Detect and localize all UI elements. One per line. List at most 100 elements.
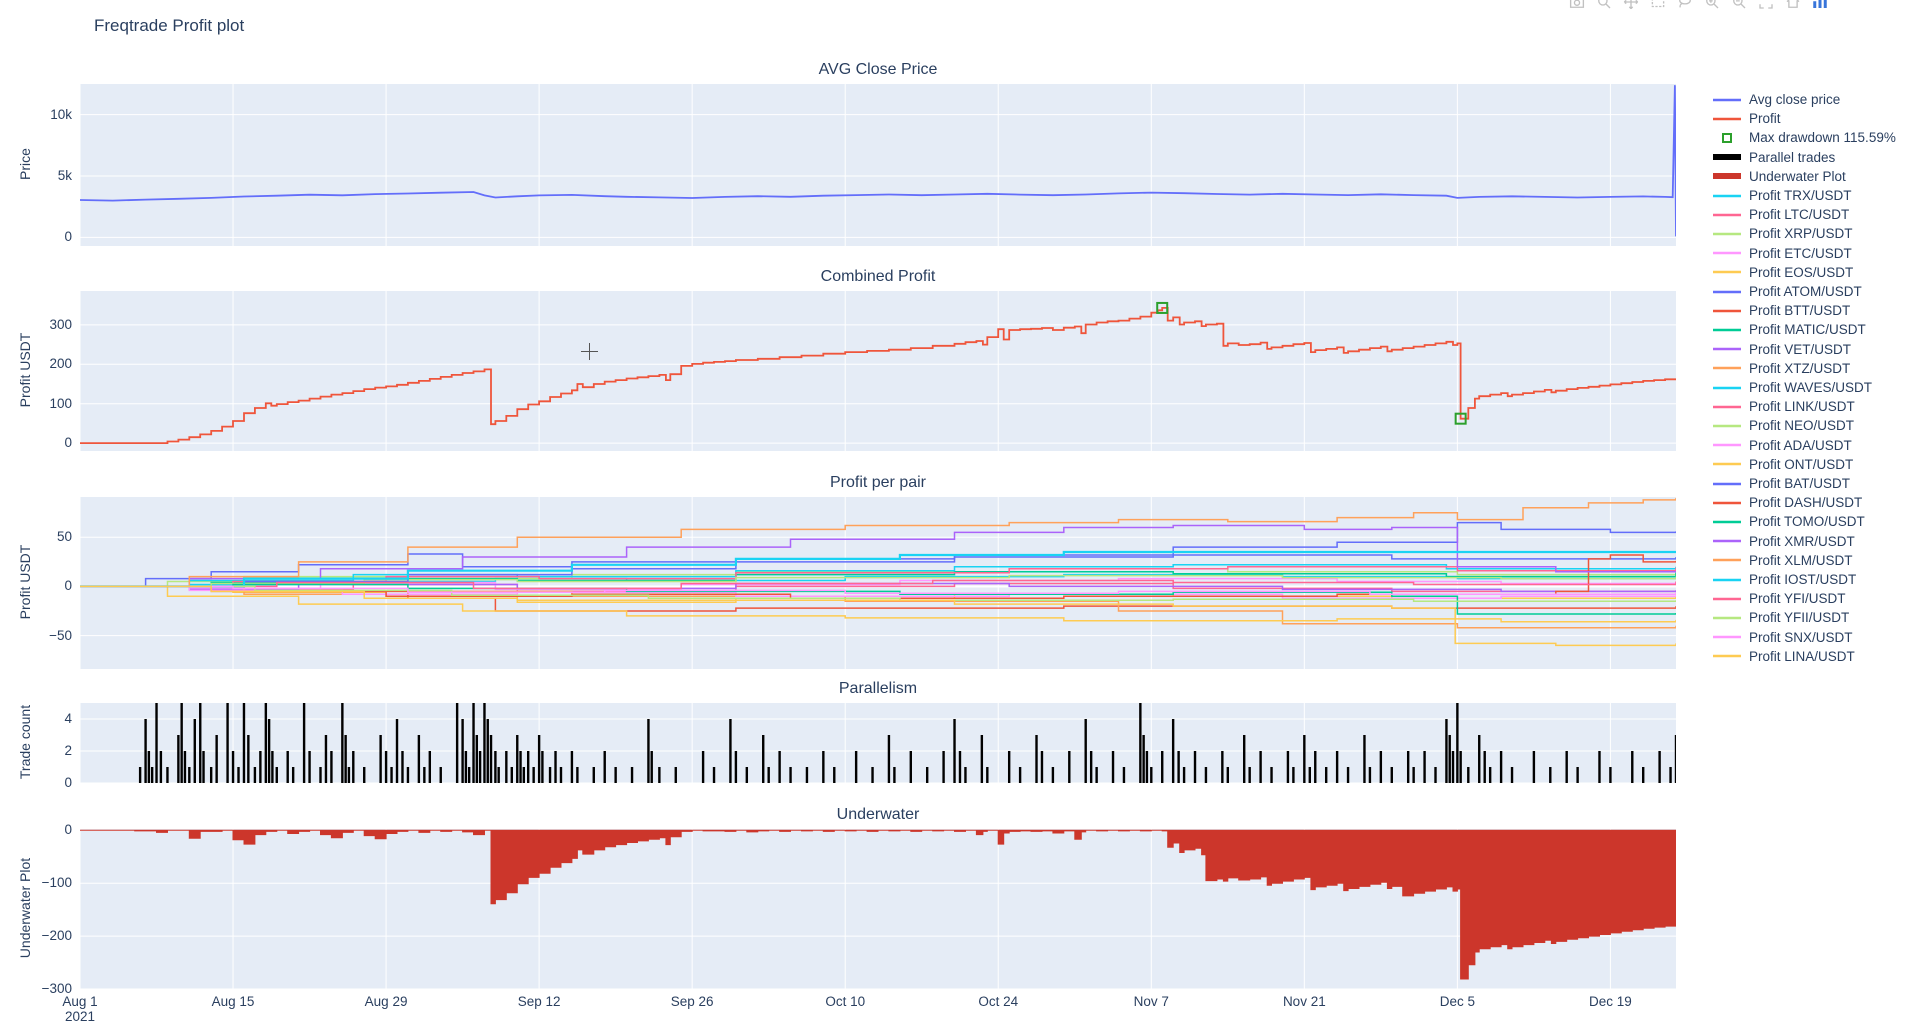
legend-item-parallel-trades[interactable]: Parallel trades (1712, 148, 1835, 167)
legend-swatch-line-icon (1713, 173, 1741, 180)
zoom-mode-button[interactable] (1593, 0, 1615, 13)
subplot-title-underwater: Underwater (836, 806, 920, 823)
lasso-select-button[interactable] (1674, 0, 1696, 13)
legend-swatch-line-icon (1713, 367, 1741, 370)
y-tick-label: 0 (64, 435, 72, 451)
box-select-button[interactable] (1647, 0, 1669, 13)
legend-item-underwater-plot[interactable]: Underwater Plot (1712, 167, 1846, 186)
series-profit-xlm-usdt (80, 498, 1676, 588)
x-tick-label: Oct 24 (978, 994, 1019, 1009)
series-profit-snx-usdt (80, 585, 1676, 596)
legend-item-label: Profit BAT/USDT (1749, 476, 1851, 491)
legend-item-profit-lina-usdt[interactable]: Profit LINA/USDT (1712, 647, 1855, 666)
legend-swatch-line-icon (1713, 405, 1741, 408)
legend-item-profit-ont-usdt[interactable]: Profit ONT/USDT (1712, 455, 1853, 474)
legend-item-profit-trx-usdt[interactable]: Profit TRX/USDT (1712, 186, 1852, 205)
legend-item-profit-neo-usdt[interactable]: Profit NEO/USDT (1712, 416, 1854, 435)
autoscale-button[interactable] (1755, 0, 1777, 13)
legend-item-label: Max drawdown 115.59% (1749, 130, 1896, 146)
legend-item-label: Profit XTZ/USDT (1749, 360, 1851, 376)
subplot-title-avg-close-price: AVG Close Price (818, 61, 938, 78)
subplot-title-profit-per-pair: Profit per pair (829, 474, 927, 491)
y-tick-label: 200 (49, 356, 72, 372)
legend-item-profit-xtz-usdt[interactable]: Profit XTZ/USDT (1712, 359, 1850, 378)
legend-item-label: Profit DASH/USDT (1749, 495, 1863, 511)
series-profit-neo-usdt (80, 574, 1676, 588)
x-tick-label: Sep 26 (670, 994, 714, 1009)
legend-item-label: Profit LINK/USDT (1749, 399, 1855, 415)
x-tick-label: Nov 7 (1133, 994, 1169, 1009)
x-tick-label: Aug 15 (211, 994, 255, 1009)
subplot-combined-profit[interactable] (80, 291, 1676, 451)
download-png-button[interactable] (1566, 0, 1588, 13)
legend-swatch-line-icon (1713, 578, 1741, 581)
zoom-out-button[interactable] (1728, 0, 1750, 13)
legend-item-profit-vet-usdt[interactable]: Profit VET/USDT (1712, 340, 1851, 359)
subplot-avg-close-price[interactable] (80, 84, 1676, 246)
zoom-in-icon (1706, 0, 1719, 9)
y-tick-label: 300 (49, 316, 72, 332)
series-profit-yfii-usdt (80, 585, 1676, 602)
legend-swatch-line-icon (1713, 635, 1741, 639)
legend-item-label: Profit IOST/USDT (1749, 572, 1857, 587)
legend-swatch-line-icon (1713, 213, 1741, 216)
pan-mode-button[interactable] (1620, 0, 1642, 13)
legend-item-profit-iost-usdt[interactable]: Profit IOST/USDT (1712, 570, 1856, 589)
legend-swatch-line-icon (1713, 386, 1741, 389)
legend-item-profit-matic-usdt[interactable]: Profit MATIC/USDT (1712, 320, 1866, 339)
legend-item-profit-dash-usdt[interactable]: Profit DASH/USDT (1712, 493, 1862, 512)
legend-item-profit-yfii-usdt[interactable]: Profit YFII/USDT (1712, 608, 1849, 627)
legend-item-profit-snx-usdt[interactable]: Profit SNX/USDT (1712, 628, 1853, 647)
plot-background (80, 84, 1676, 246)
legend-item-profit-xlm-usdt[interactable]: Profit XLM/USDT (1712, 551, 1853, 570)
zoom-in-button[interactable] (1701, 0, 1723, 13)
legend-item-profit-ada-usdt[interactable]: Profit ADA/USDT (1712, 436, 1852, 455)
legend-item-profit-atom-usdt[interactable]: Profit ATOM/USDT (1712, 282, 1862, 301)
plotly-logo-button[interactable] (1809, 0, 1831, 13)
legend-item-label: Profit EOS/USDT (1749, 264, 1854, 280)
subplot-profit-per-pair[interactable] (80, 497, 1676, 669)
y-tick-label: 0 (64, 822, 72, 838)
legend-item-profit-yfi-usdt[interactable]: Profit YFI/USDT (1712, 589, 1846, 608)
y-tick-label: 0 (64, 775, 72, 790)
box-select-icon (1651, 0, 1665, 8)
legend-swatch-line-icon (1713, 328, 1741, 332)
legend-swatch-line-icon (1713, 251, 1741, 255)
series-max-drawdown-115-59 (1156, 301, 1467, 425)
zoom-out-icon (1733, 0, 1746, 9)
camera-icon (1569, 0, 1585, 8)
legend-item-avg-close-price[interactable]: Avg close price (1712, 90, 1840, 109)
legend-item-profit-eos-usdt[interactable]: Profit EOS/USDT (1712, 263, 1853, 282)
legend-item-label: Profit SNX/USDT (1749, 629, 1853, 645)
subplot-underwater[interactable] (80, 829, 1676, 989)
series-profit (80, 307, 1676, 444)
figure-title: Freqtrade Profit plot (94, 16, 245, 35)
legend-swatch-square-icon (1722, 132, 1732, 143)
legend-item-profit-ltc-usdt[interactable]: Profit LTC/USDT (1712, 205, 1849, 224)
legend-item-profit-link-usdt[interactable]: Profit LINK/USDT (1712, 397, 1855, 416)
legend-swatch-line-icon (1713, 539, 1741, 543)
series-profit-xmr-usdt (80, 524, 1676, 588)
y-tick-label: 100 (49, 395, 72, 411)
legend-swatch-line-icon (1713, 463, 1741, 466)
legend-item-profit-waves-usdt[interactable]: Profit WAVES/USDT (1712, 378, 1872, 397)
x-tick-label: Sep 12 (517, 994, 561, 1009)
legend-item-profit[interactable]: Profit (1712, 109, 1781, 128)
legend-item-label: Profit (1749, 111, 1781, 127)
legend-item-profit-bat-usdt[interactable]: Profit BAT/USDT (1712, 474, 1850, 493)
subplot-parallelism[interactable] (80, 703, 1676, 783)
y-tick-label: −50 (49, 627, 72, 643)
legend-swatch-line-icon (1713, 482, 1741, 485)
reset-axes-button[interactable] (1782, 0, 1804, 13)
magnifier-icon (1598, 0, 1611, 9)
legend-item-profit-tomo-usdt[interactable]: Profit TOMO/USDT (1712, 512, 1865, 531)
legend-item-profit-xrp-usdt[interactable]: Profit XRP/USDT (1712, 224, 1853, 243)
legend-swatch-line-icon (1713, 309, 1741, 312)
legend-item-profit-btt-usdt[interactable]: Profit BTT/USDT (1712, 301, 1850, 320)
y-tick-label: 50 (56, 529, 72, 545)
legend-swatch-line-icon (1713, 117, 1741, 120)
legend-item-label: Profit XRP/USDT (1749, 226, 1853, 242)
legend-item-profit-etc-usdt[interactable]: Profit ETC/USDT (1712, 244, 1852, 263)
legend-item-profit-xmr-usdt[interactable]: Profit XMR/USDT (1712, 532, 1855, 551)
legend-item-max-drawdown-115-59[interactable]: Max drawdown 115.59% (1712, 128, 1896, 147)
